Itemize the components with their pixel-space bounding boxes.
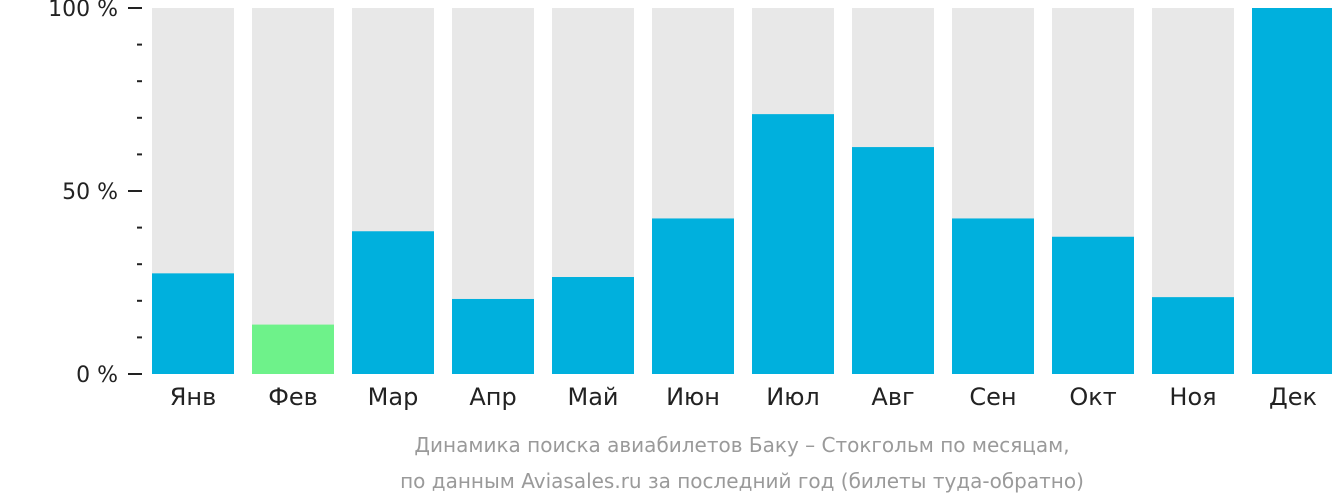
x-tick-label: Авг: [871, 383, 914, 411]
x-tick-label: Фев: [268, 383, 318, 411]
x-tick-label: Май: [567, 383, 618, 411]
x-tick-label: Июл: [766, 383, 820, 411]
bar-7[interactable]: [752, 114, 834, 374]
x-tick-label: Окт: [1069, 383, 1116, 411]
bar-12[interactable]: [1252, 8, 1332, 374]
bar-9[interactable]: [952, 218, 1034, 374]
bar-11[interactable]: [1152, 297, 1234, 374]
bar-track-2: [252, 8, 334, 374]
x-tick-label: Июн: [666, 383, 720, 411]
x-tick-label: Ноя: [1169, 383, 1216, 411]
bar-10[interactable]: [1052, 236, 1134, 374]
y-axis: 100 % 50 % 0 %: [48, 0, 142, 388]
x-tick-label: Янв: [170, 383, 217, 411]
bar-1[interactable]: [152, 273, 234, 374]
bar-6[interactable]: [652, 218, 734, 374]
bar-3[interactable]: [352, 231, 434, 374]
bar-2[interactable]: [252, 324, 334, 374]
y-tick-label: 0 %: [76, 363, 118, 388]
bar-8[interactable]: [852, 147, 934, 374]
x-tick-label: Сен: [969, 383, 1016, 411]
chart-caption-line-1: Динамика поиска авиабилетов Баку – Стокг…: [414, 433, 1069, 457]
y-tick-label: 50 %: [62, 180, 118, 205]
x-tick-label: Дек: [1269, 383, 1317, 411]
x-tick-label: Апр: [469, 383, 516, 411]
bar-5[interactable]: [552, 277, 634, 374]
chart-caption-line-2: по данным Aviasales.ru за последний год …: [400, 469, 1084, 493]
x-axis-labels: Янв Фев Мар Апр Май Июн Июл Авг Сен Окт Ноя Дек: [170, 383, 1317, 411]
bar-4[interactable]: [452, 298, 534, 374]
x-tick-label: Мар: [368, 383, 419, 411]
y-tick-label: 100 %: [48, 0, 118, 22]
data-bars: [152, 8, 1332, 374]
